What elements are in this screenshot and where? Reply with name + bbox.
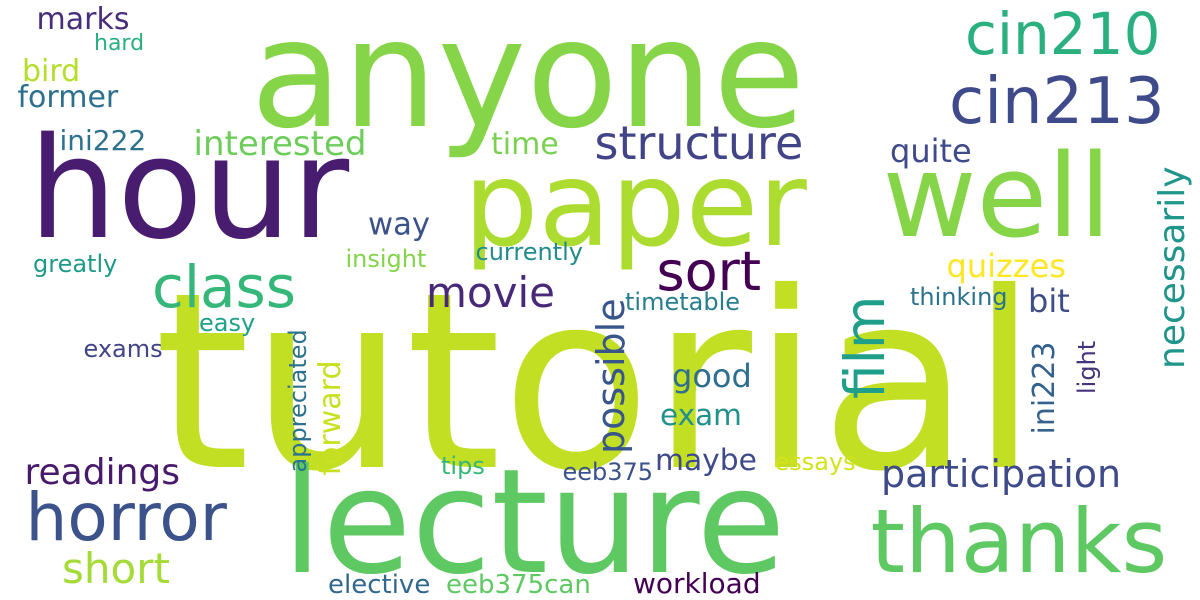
word-short: short [62,544,170,593]
word-bird: bird [22,54,81,89]
word-ini222: ini222 [59,124,147,157]
word-participation: participation [881,452,1122,496]
word-insight: insight [345,245,427,273]
word-quite: quite [890,132,972,170]
word-well: well [882,130,1112,264]
word-thanks: thanks [870,490,1168,593]
word-interested: interested [193,124,367,164]
word-hard: hard [94,31,145,56]
word-greatly: greatly [33,250,118,278]
word-good: good [672,357,752,395]
word-workload: workload [633,567,761,600]
word-easy: easy [199,309,256,337]
word-readings: readings [24,452,181,493]
word-sort: sort [656,240,762,303]
word-appreciated: appreciated [284,329,312,473]
word-lecture: lecture [282,438,786,600]
word-cin210: cin210 [965,0,1161,68]
word-exams: exams [83,335,163,363]
word-eeb375can: eeb375can [446,570,591,600]
word-bit: bit [1028,282,1070,320]
word-forward: forward [313,360,348,476]
word-structure: structure [594,116,804,170]
word-class: class [152,253,296,321]
word-possible: possible [589,298,633,454]
word-paper: paper [463,135,807,273]
word-exam: exam [660,398,742,432]
word-former: former [17,80,119,115]
word-currently: currently [475,238,583,266]
word-timetable: timetable [625,288,741,316]
word-ini223: ini223 [1027,341,1062,435]
word-marks: marks [36,2,130,37]
word-movie: movie [426,268,555,317]
word-eeb375: eeb375 [562,458,654,486]
word-horror: horror [25,479,227,556]
word-thinking: thinking [910,283,1008,311]
word-film: film [833,295,897,399]
word-necessarily: necessarily [1152,166,1193,369]
word-elective: elective [328,570,431,600]
word-cin213: cin213 [949,65,1165,139]
word-essays: essays [774,448,856,476]
word-time: time [491,127,559,162]
word-quizzes: quizzes [946,247,1066,285]
word-hour: hour [28,108,350,271]
word-maybe: maybe [655,443,757,478]
word-tips: tips [441,452,485,480]
word-tutorial: tutorial [154,240,1039,525]
word-light: light [1073,340,1101,394]
word-way: way [368,207,431,243]
word-anyone: anyone [250,0,806,162]
